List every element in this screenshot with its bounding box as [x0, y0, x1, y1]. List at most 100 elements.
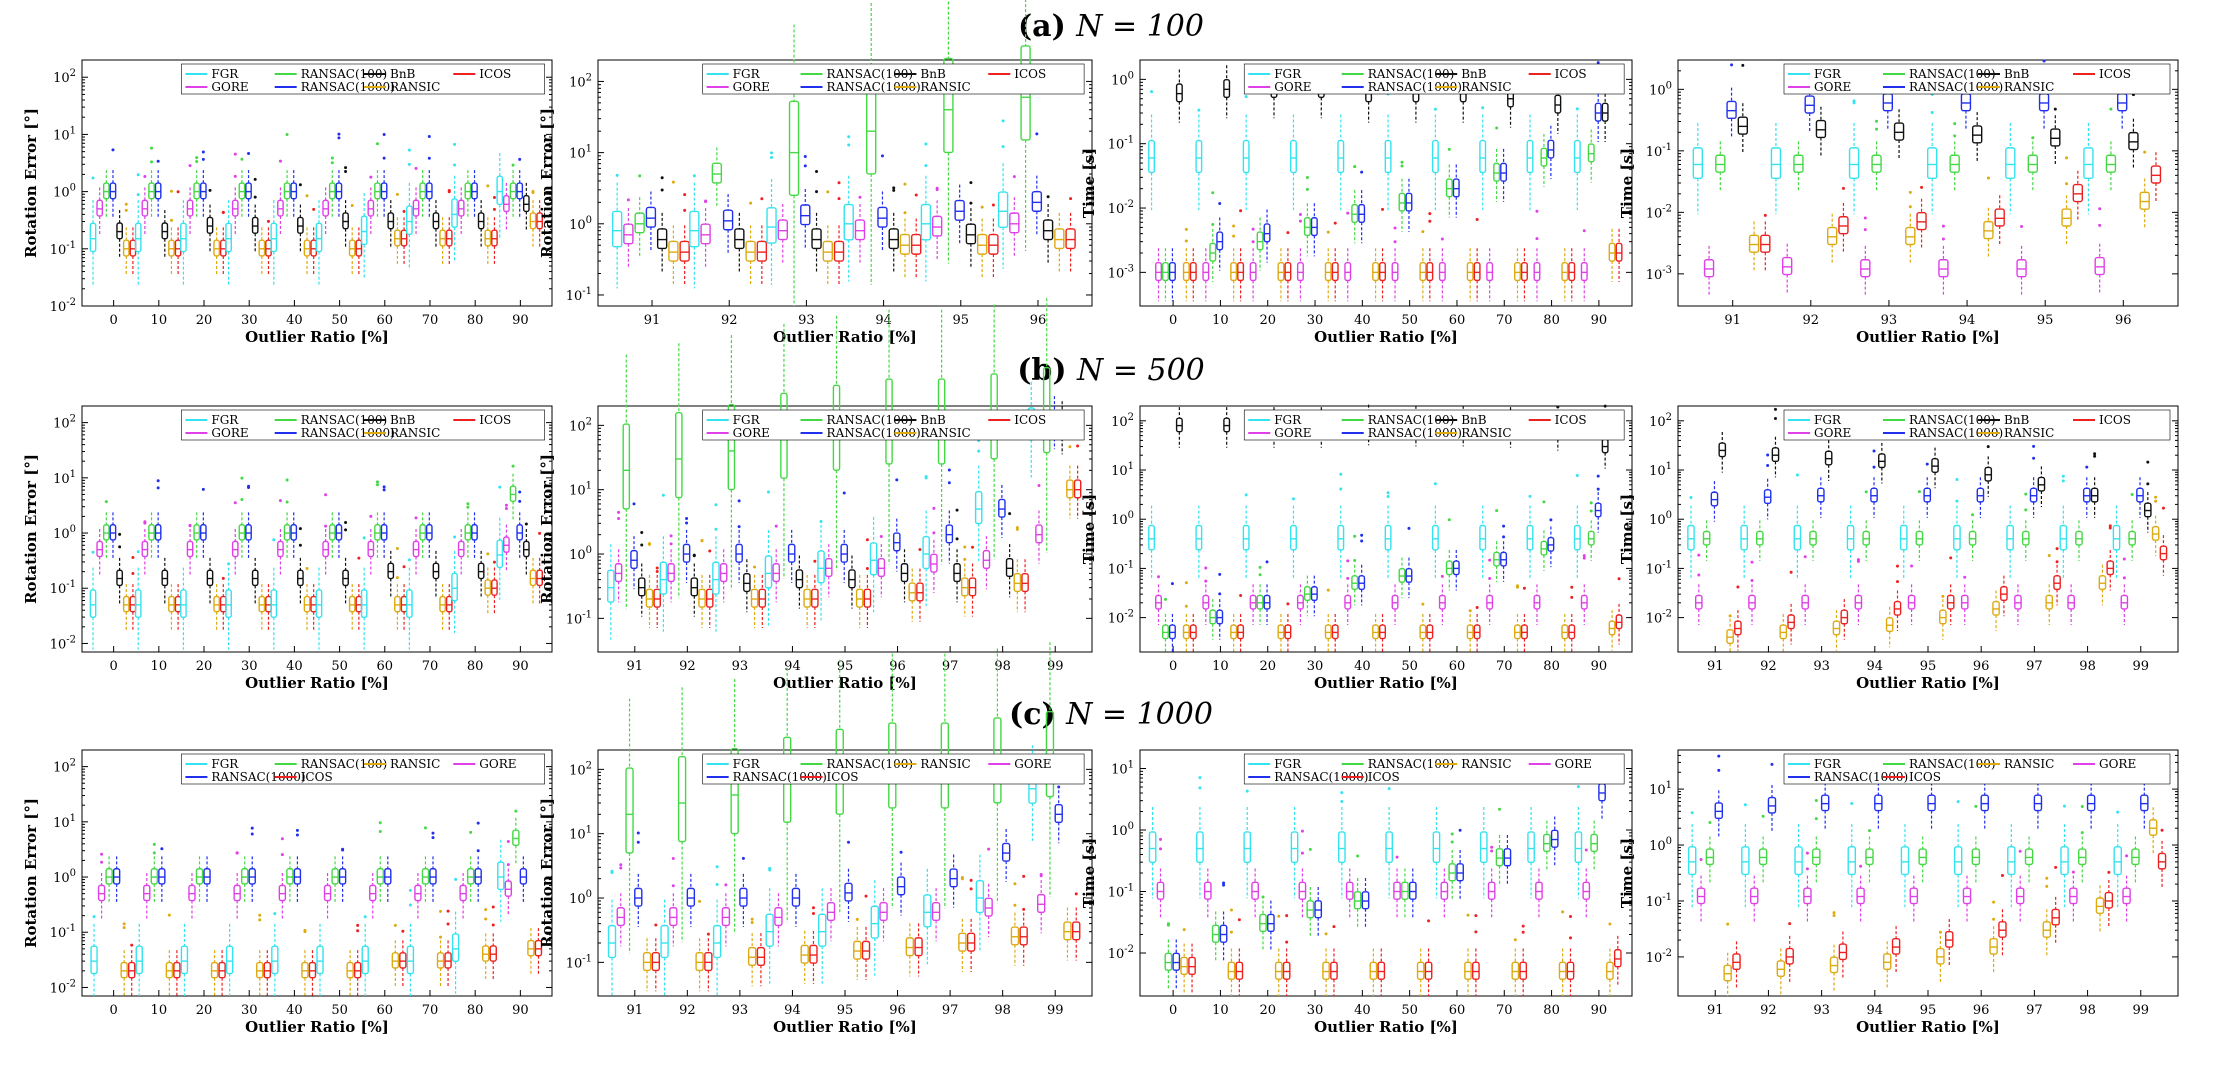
outlier-point [1244, 95, 1248, 99]
box-ransic [1063, 921, 1072, 941]
outlier-point [647, 542, 651, 546]
outlier-point [1184, 581, 1188, 585]
outlier-point [1832, 914, 1836, 918]
legend-label: ICOS [2099, 67, 2131, 81]
outlier-point [2055, 547, 2059, 551]
y-axis-label: Rotation Error [°] [538, 798, 556, 948]
y-tick-label: 100 [1111, 70, 1134, 88]
outlier-point [2047, 553, 2051, 557]
outlier-point [741, 856, 745, 860]
box-icos [756, 946, 766, 967]
x-tick-label: 99 [1047, 1003, 1064, 1018]
legend-label: RANSAC(1000) [733, 770, 827, 784]
x-tick-label: 30 [241, 659, 258, 674]
box-ransac100 [634, 212, 645, 234]
box-ransic [1182, 262, 1190, 282]
legend-label: RANSAC(1000) [301, 80, 395, 94]
box-ransac1000 [1358, 203, 1366, 224]
x-tick-label: 96 [1973, 659, 1990, 674]
outlier-point [1728, 614, 1732, 618]
legend-label: ICOS [2099, 413, 2131, 427]
outlier-point [847, 143, 851, 147]
outlier-point [201, 157, 205, 161]
outlier-point [1589, 509, 1593, 513]
box-fgr [920, 203, 932, 241]
legend-label: RANSAC(1000) [827, 426, 921, 440]
outlier-point [955, 537, 959, 541]
outlier-point [1717, 768, 1721, 772]
outlier-point [407, 558, 411, 562]
outlier-point [1474, 914, 1478, 918]
box-gore [322, 199, 329, 217]
box-fgr [271, 945, 279, 975]
outlier-point [1852, 101, 1856, 105]
outlier-point [1697, 553, 1701, 557]
outlier-point [768, 868, 772, 872]
outlier-point [1910, 564, 1914, 568]
outlier-point [152, 842, 156, 846]
outlier-point [1157, 575, 1161, 579]
box-ransac1000 [892, 532, 901, 552]
outlier-point [538, 531, 542, 535]
box-ransac100 [374, 182, 381, 200]
y-tick-label: 10-3 [1108, 263, 1134, 281]
outlier-point [491, 923, 495, 927]
outlier-point [484, 917, 488, 921]
x-tick-label: 60 [1449, 659, 1466, 674]
y-tick-label: 10-2 [1646, 203, 1672, 221]
y-tick-label: 100 [569, 215, 592, 233]
box-ransic [908, 582, 917, 602]
y-tick-label: 102 [569, 72, 592, 90]
outlier-point [375, 142, 379, 146]
box-fgr [1741, 846, 1750, 876]
outlier-point [2000, 873, 2004, 877]
box-bnb [690, 577, 699, 597]
outlier-point [977, 449, 981, 453]
outlier-point [2045, 876, 2049, 880]
outlier-point [1770, 762, 1774, 766]
box-fgr [1148, 831, 1157, 864]
outlier-point [341, 848, 345, 852]
outlier-point [131, 571, 135, 575]
box-bnb [900, 563, 909, 583]
outlier-point [655, 569, 659, 573]
outlier-point [250, 832, 254, 836]
outlier-point [131, 555, 135, 559]
box-icos [1282, 961, 1291, 980]
outlier-point [486, 184, 490, 188]
outlier-point [855, 917, 859, 921]
box-fgr [1573, 524, 1581, 551]
x-tick-label: 91 [1724, 313, 1741, 328]
outlier-point [1300, 829, 1304, 833]
box-ransac1000 [1216, 231, 1224, 251]
box-gore [96, 199, 104, 217]
outlier-point [524, 522, 528, 526]
legend-box [1783, 63, 2171, 95]
outlier-point [1447, 518, 1451, 522]
outlier-point [1859, 864, 1863, 868]
outlier-point [1232, 224, 1236, 228]
box-gore [457, 199, 465, 217]
x-axis-label: Outlier Ratio [%] [245, 328, 389, 346]
outlier-point [1953, 122, 1957, 126]
legend-label: ICOS [479, 67, 511, 81]
outlier-point [1863, 228, 1867, 232]
legend-label: RANSAC(1000) [827, 80, 921, 94]
box-fgr [2060, 846, 2069, 876]
x-tick-label: 70 [1496, 313, 1513, 328]
outlier-point [1699, 858, 1703, 862]
box-icos [916, 582, 924, 602]
outlier-point [402, 209, 406, 213]
box-ransic [750, 588, 759, 608]
outlier-point [2055, 560, 2059, 564]
outlier-point [1535, 237, 1539, 241]
box-fgr [1899, 524, 1908, 551]
x-tick-label: 30 [1307, 1003, 1324, 1018]
outlier-point [518, 490, 522, 494]
y-tick-label: 10-2 [1108, 199, 1134, 217]
outlier-point [1864, 490, 1868, 494]
outlier-point [130, 943, 134, 947]
box-ransac1000 [877, 206, 888, 228]
box-ransac1000 [1456, 863, 1464, 882]
legend-label: FGR [1814, 757, 1842, 771]
